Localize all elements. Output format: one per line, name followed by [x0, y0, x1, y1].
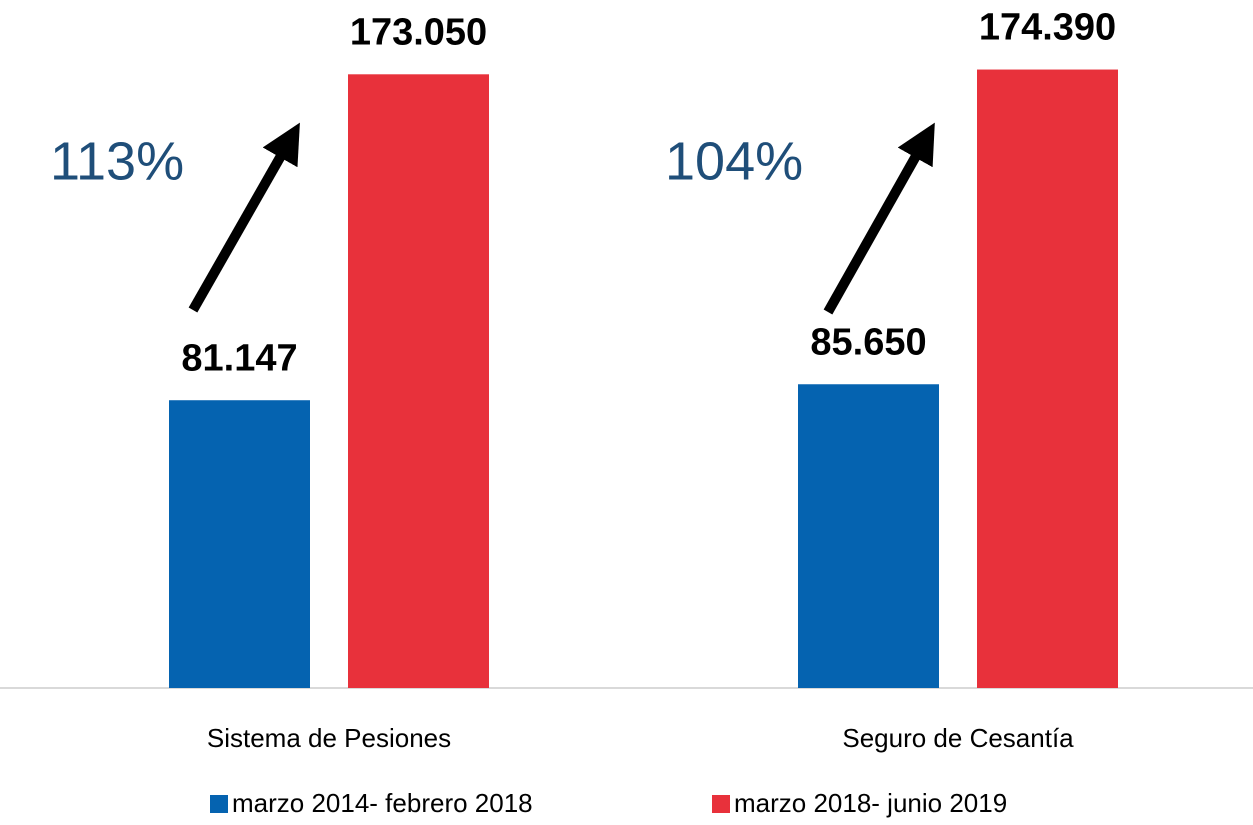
- arrow: [823, 122, 935, 315]
- data-label: 174.390: [979, 7, 1116, 49]
- bar: [798, 384, 939, 688]
- bar: [348, 74, 489, 689]
- x-tick-label: Sistema de Pesiones: [207, 723, 451, 753]
- annotation: 113%: [50, 131, 184, 191]
- data-label: 81.147: [181, 337, 297, 379]
- bar: [977, 69, 1118, 688]
- legend-swatch: [210, 795, 228, 813]
- annotation: 104%: [665, 131, 803, 191]
- legend-label: marzo 2014- febrero 2018: [232, 788, 533, 818]
- x-tick-label: Seguro de Cesantía: [842, 723, 1074, 753]
- arrow: [188, 122, 300, 313]
- legend-swatch: [712, 795, 730, 813]
- bar: [169, 400, 310, 688]
- data-label: 173.050: [350, 11, 487, 53]
- data-label: 85.650: [810, 321, 926, 363]
- legend-label: marzo 2018- junio 2019: [734, 788, 1007, 818]
